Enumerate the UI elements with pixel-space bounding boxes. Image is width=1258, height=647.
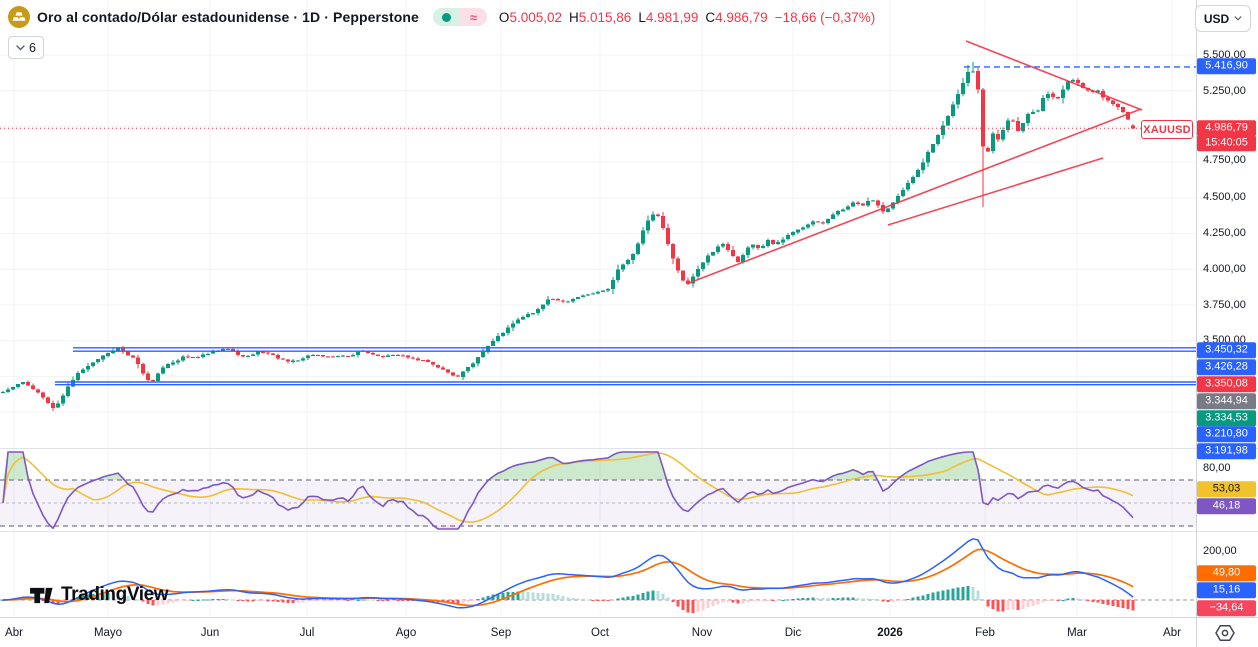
- tradingview-logo-text: TradingView: [61, 584, 169, 605]
- session-settings-button[interactable]: [1213, 622, 1237, 644]
- time-axis-label: Ago: [395, 627, 417, 639]
- currency-selector-button[interactable]: USD: [1195, 5, 1251, 32]
- ohlc-values: O5.005,02 H5.015,86 L4.981,99 C4.986,79 …: [499, 10, 875, 25]
- price-axis-tick: 3.750,00: [1203, 299, 1246, 311]
- price-axis-tick: 5.500,00: [1203, 49, 1246, 61]
- time-axis-label: Sep: [490, 627, 512, 639]
- tradingview-logo[interactable]: TradingView: [30, 584, 169, 606]
- price-axis-tick: 5.250,00: [1203, 85, 1246, 97]
- price-axis-badge: 4.986,79: [1197, 120, 1256, 136]
- delayed-data-icon: ≈: [459, 8, 487, 26]
- gold-symbol-icon[interactable]: [8, 6, 30, 28]
- open-label: O: [498, 9, 510, 25]
- close-value: 4.986,79: [715, 9, 768, 25]
- price-axis-tick: 4.000,00: [1203, 263, 1246, 275]
- price-line-symbol-label: XAUUSD: [1141, 120, 1193, 139]
- change-value: −18,66 (−0,37%): [774, 9, 876, 25]
- high-label: H: [569, 9, 579, 25]
- open-value: 5.005,02: [509, 9, 562, 25]
- price-axis-badge: 3.210,80: [1197, 426, 1256, 442]
- price-axis-badge: 3.450,32: [1197, 342, 1256, 358]
- time-axis-label: Mayo: [93, 627, 123, 639]
- time-axis-label: Dic: [784, 627, 802, 639]
- price-axis-badge: −34,64: [1197, 600, 1256, 616]
- price-axis-tick: 4.500,00: [1203, 191, 1246, 203]
- price-axis-badge: 46,18: [1197, 498, 1256, 514]
- price-axis-tick: 4.250,00: [1203, 227, 1246, 239]
- time-axis-label: Mar: [1067, 627, 1087, 639]
- price-axis-badge: 3.344,94: [1197, 393, 1256, 409]
- price-axis-tick: 200,00: [1203, 545, 1237, 557]
- symbol-title[interactable]: Oro al contado/Dólar estadounidense · 1D…: [37, 9, 419, 25]
- price-axis-badge: 3.350,08: [1197, 376, 1256, 392]
- chart-header: Oro al contado/Dólar estadounidense · 1D…: [8, 6, 875, 28]
- time-axis-label: Oct: [591, 627, 609, 639]
- time-axis-label: Feb: [975, 627, 995, 639]
- price-axis-badge: 5.416,90: [1197, 58, 1256, 74]
- close-label: C: [705, 9, 716, 25]
- low-label: L: [638, 9, 646, 25]
- market-open-dot-icon: [432, 8, 460, 26]
- price-axis-badge: 3.426,28: [1197, 359, 1256, 375]
- price-axis-badge: 15,16: [1197, 582, 1256, 598]
- gold-ingots-glyph: [12, 12, 26, 21]
- currency-label: USD: [1203, 11, 1230, 26]
- time-axis-label: Abr: [5, 627, 23, 639]
- chevron-down-icon: [16, 44, 25, 50]
- price-axis-badge: 3.334,53: [1197, 410, 1256, 426]
- object-tree-count: 6: [29, 40, 36, 55]
- time-axis-label: 2026: [877, 627, 903, 639]
- high-value: 5.015,86: [578, 9, 632, 25]
- price-axis-badge: 53,03: [1197, 481, 1256, 497]
- price-axis-badge: 3.191,98: [1197, 443, 1256, 459]
- tradingview-logo-icon: [30, 587, 53, 603]
- time-axis-label: Abr: [1163, 627, 1181, 639]
- chevron-down-icon: [1234, 16, 1242, 21]
- market-status-pill[interactable]: ≈: [432, 8, 487, 26]
- price-axis-badge: 49,80: [1197, 565, 1256, 581]
- time-axis-label: Jun: [200, 627, 220, 639]
- low-value: 4.981,99: [645, 9, 699, 25]
- time-axis-label: Nov: [691, 627, 713, 639]
- price-axis-tick: 80,00: [1203, 462, 1231, 474]
- price-axis-badge: 15:40:05: [1197, 135, 1256, 151]
- price-axis-tick: 4.750,00: [1203, 154, 1246, 166]
- hexagon-settings-icon: [1215, 625, 1235, 641]
- object-tree-toggle-button[interactable]: 6: [8, 36, 44, 59]
- time-axis-label: Jul: [299, 627, 315, 639]
